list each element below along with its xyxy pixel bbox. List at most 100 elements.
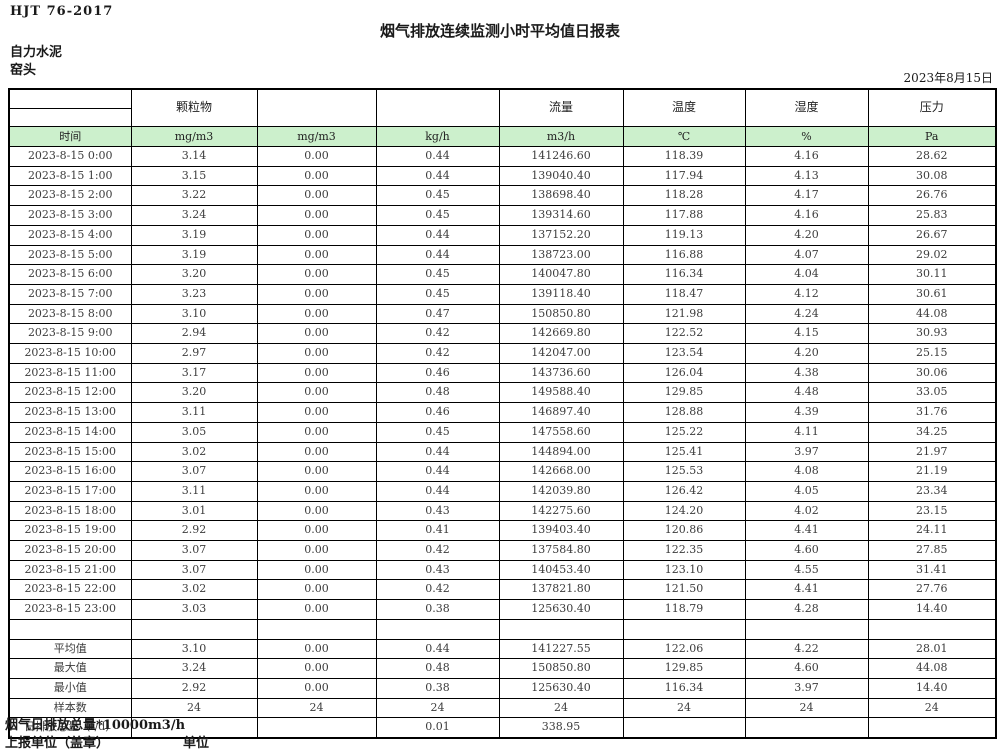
row-label-cell: 2023-8-15 17:00: [8, 480, 132, 502]
value-cell: 27.76: [867, 579, 997, 601]
value-cell: 14.40: [867, 599, 997, 620]
standard-number: HJT 76-2017: [10, 4, 114, 19]
row-label-cell: 2023-8-15 16:00: [8, 461, 132, 482]
value-cell: 25.15: [867, 343, 997, 364]
value-cell: 142275.60: [498, 500, 624, 522]
value-cell: 0.00: [256, 146, 377, 167]
value-cell: 0.00: [256, 264, 377, 285]
value-cell: 140453.40: [498, 559, 624, 581]
value-cell: 24: [867, 697, 997, 719]
value-cell: 139314.60: [498, 205, 624, 226]
value-cell: 3.22: [130, 185, 258, 207]
value-cell: 0.00: [256, 421, 377, 443]
value-cell: 0.43: [375, 500, 500, 522]
table-row: 2023-8-15 1:00 3.15 0.00 0.44 139040.40 117.9…: [8, 165, 997, 187]
value-cell: 28.62: [867, 146, 997, 167]
value-cell: 140047.80: [498, 264, 624, 285]
value-cell: 142669.80: [498, 323, 624, 345]
value-cell: 30.61: [867, 283, 997, 305]
header-group-pressure: 压力: [867, 88, 997, 127]
value-cell: 0.44: [375, 146, 500, 167]
value-cell: 44.08: [867, 658, 997, 679]
value-cell: 2.92: [130, 520, 258, 542]
value-cell: 143736.60: [498, 362, 624, 384]
company-name: 自力水泥: [10, 45, 63, 60]
row-label-cell: 2023-8-15 11:00: [8, 362, 132, 384]
row-label-cell: 2023-8-15 2:00: [8, 185, 132, 207]
value-cell: 117.94: [622, 165, 746, 187]
value-cell: [867, 717, 997, 739]
value-cell: 33.05: [867, 382, 997, 404]
value-cell: 0.00: [256, 599, 377, 620]
value-cell: 129.85: [622, 658, 746, 679]
value-cell: 0.00: [256, 540, 377, 561]
value-cell: 0.00: [256, 480, 377, 502]
table-row: 2023-8-15 5:00 3.19 0.00 0.44 138723.00 116.8…: [8, 244, 997, 266]
row-label-cell: 2023-8-15 9:00: [8, 323, 132, 345]
row-label-cell: 2023-8-15 4:00: [8, 224, 132, 246]
value-cell: 117.88: [622, 205, 746, 226]
value-cell: [622, 618, 746, 640]
value-cell: 3.20: [130, 264, 258, 285]
row-label-cell: 平均值: [8, 638, 132, 660]
value-cell: 29.02: [867, 244, 997, 266]
value-cell: 4.08: [744, 461, 869, 482]
value-cell: 150850.80: [498, 658, 624, 679]
value-cell: 23.15: [867, 500, 997, 522]
value-cell: 123.10: [622, 559, 746, 581]
row-label-cell: [8, 618, 132, 640]
value-cell: 3.02: [130, 579, 258, 601]
row-label-cell: 2023-8-15 22:00: [8, 579, 132, 601]
value-cell: 3.20: [130, 382, 258, 404]
value-cell: 3.97: [744, 677, 869, 699]
value-cell: 3.24: [130, 658, 258, 679]
unit-m3h: m3/h: [498, 126, 624, 147]
value-cell: 0.00: [256, 205, 377, 226]
value-cell: 3.14: [130, 146, 258, 167]
header-empty-top-cell: [8, 88, 132, 109]
value-cell: 0.00: [256, 283, 377, 305]
value-cell: 0.00: [256, 559, 377, 581]
value-cell: 0.00: [256, 579, 377, 601]
value-cell: 26.76: [867, 185, 997, 207]
value-cell: 0.00: [256, 402, 377, 423]
value-cell: 128.88: [622, 402, 746, 423]
value-cell: 30.11: [867, 264, 997, 285]
value-cell: 30.06: [867, 362, 997, 384]
value-cell: 0.45: [375, 421, 500, 443]
row-label-cell: 2023-8-15 8:00: [8, 303, 132, 325]
value-cell: 24: [498, 697, 624, 719]
value-cell: 142668.00: [498, 461, 624, 482]
value-cell: 116.34: [622, 677, 746, 699]
value-cell: 3.03: [130, 599, 258, 620]
value-cell: 4.39: [744, 402, 869, 423]
value-cell: 0.00: [256, 362, 377, 384]
table-row: 2023-8-15 12:00 3.20 0.00 0.48 149588.40 129.…: [8, 382, 997, 404]
value-cell: 0.41: [375, 520, 500, 542]
value-cell: 0.00: [256, 323, 377, 345]
value-cell: 0.42: [375, 540, 500, 561]
value-cell: 3.01: [130, 500, 258, 522]
value-cell: 0.00: [256, 461, 377, 482]
value-cell: 137584.80: [498, 540, 624, 561]
value-cell: 4.41: [744, 520, 869, 542]
value-cell: 24: [744, 697, 869, 719]
row-label-cell: 2023-8-15 3:00: [8, 205, 132, 226]
value-cell: 4.15: [744, 323, 869, 345]
value-cell: 139118.40: [498, 283, 624, 305]
page-title: 烟气排放连续监测小时平均值日报表: [379, 22, 620, 40]
row-label-cell: 2023-8-15 18:00: [8, 500, 132, 522]
value-cell: 0.00: [256, 500, 377, 522]
value-cell: 25.83: [867, 205, 997, 226]
table-row: 2023-8-15 16:00 3.07 0.00 0.44 142668.00 125.…: [8, 461, 997, 482]
report-unit-label: 上报单位（盖章）: [5, 736, 110, 751]
value-cell: 3.19: [130, 244, 258, 266]
value-cell: 4.20: [744, 343, 869, 364]
footer-note: 烟气日排放总量*10000m3/h: [5, 718, 186, 733]
value-cell: 0.00: [256, 638, 377, 660]
value-cell: 30.93: [867, 323, 997, 345]
value-cell: 125630.40: [498, 599, 624, 620]
unit-mgm3-2: mg/m3: [256, 126, 377, 147]
value-cell: 27.85: [867, 540, 997, 561]
value-cell: 139403.40: [498, 520, 624, 542]
